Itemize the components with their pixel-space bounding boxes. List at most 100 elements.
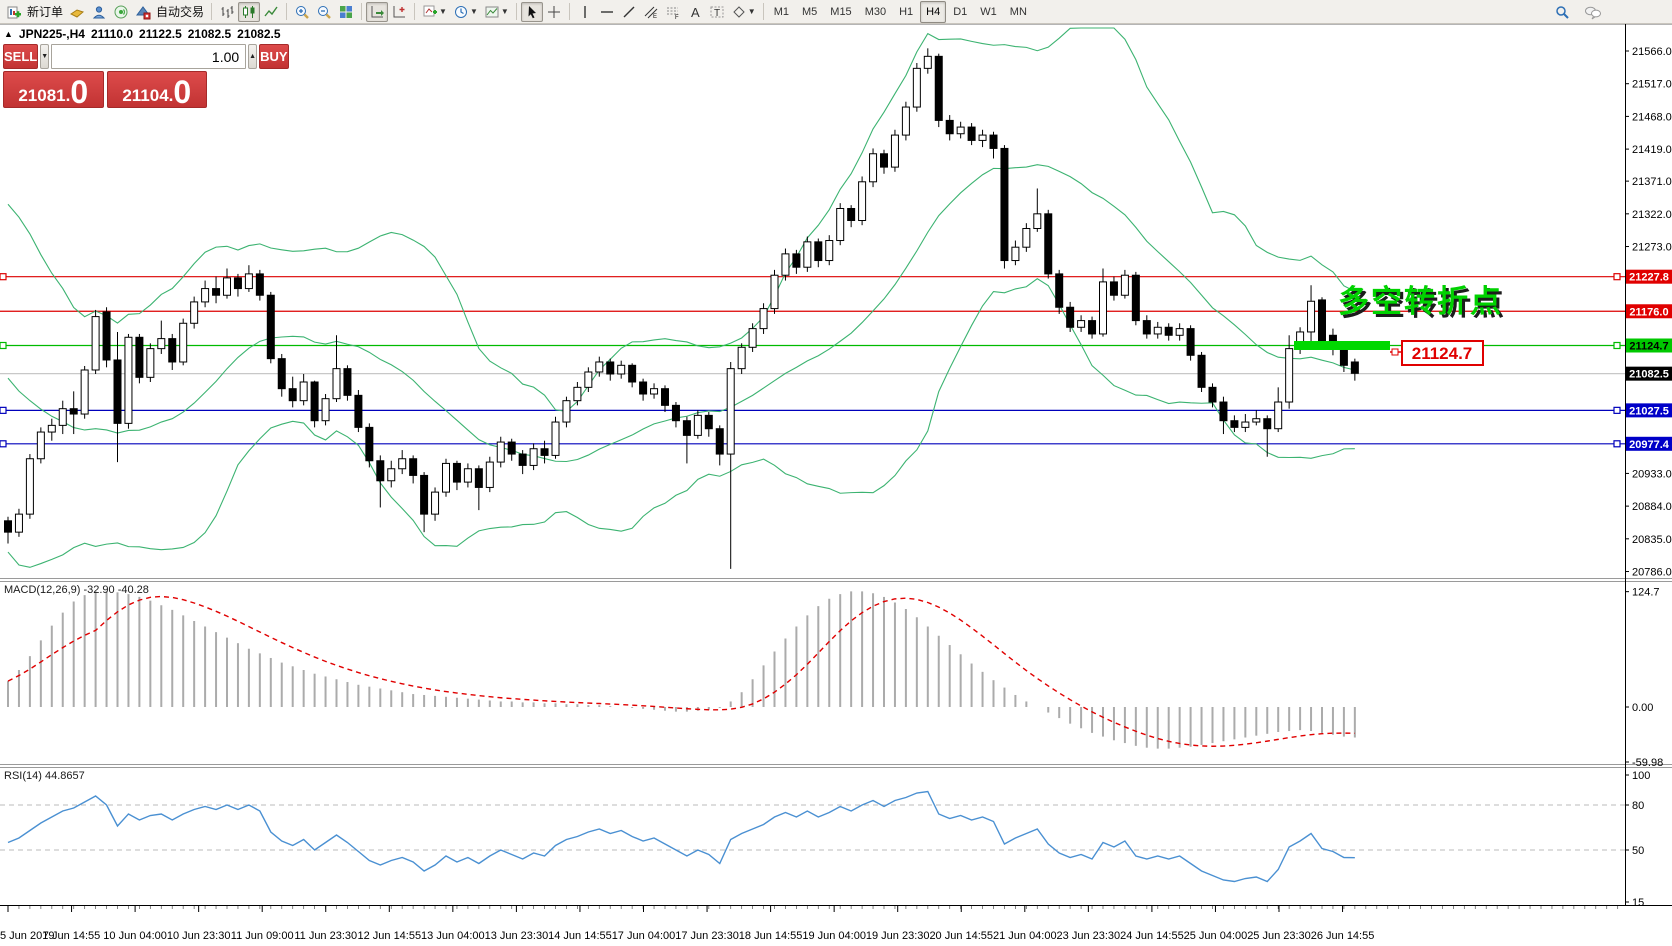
date-label: 18 Jun 14:55 (739, 930, 803, 942)
axis-tick-label: 50 (1632, 845, 1644, 857)
axis-tick-label: 21419.0 (1632, 144, 1672, 156)
auto-trading-label[interactable]: 自动交易 (156, 5, 205, 19)
equidistant-channel-button[interactable]: E (640, 2, 662, 22)
main-toolbar: 新订单 自动交易 (0, 0, 1672, 24)
axis-tick-label: 21273.0 (1632, 242, 1672, 254)
date-label: 14 Jun 14:55 (548, 930, 612, 942)
axis-tick-label: 100 (1632, 770, 1650, 782)
price-tag-box[interactable] (1401, 340, 1484, 366)
timeframe-button-H1[interactable]: H1 (899, 5, 914, 18)
timeframe-button-M15[interactable]: M15 (830, 5, 852, 18)
date-label: 25 Jun 04:00 (1184, 930, 1248, 942)
timeframe-button-MN[interactable]: MN (1009, 5, 1027, 18)
text-label-button[interactable]: T (706, 2, 728, 22)
template-icon (485, 6, 499, 17)
date-label: 10 Jun 04:00 (103, 930, 167, 942)
axis-tick-label: 20884.0 (1632, 501, 1672, 513)
price-tag-text: 21124.7 (1412, 344, 1473, 363)
timeframe-button-H4[interactable]: H4 (920, 0, 947, 23)
toolbar-separator (762, 3, 764, 20)
date-label: 17 Jun 04:00 (612, 930, 676, 942)
axis-tick-label: 21468.0 (1632, 111, 1672, 123)
buy-price-display[interactable]: 21104. 0 (106, 71, 207, 108)
toolbar-separator (414, 3, 416, 20)
zoom-in-icon (296, 5, 309, 19)
rsi-indicator-label: RSI(14) 44.8657 (4, 770, 85, 782)
volume-decrease-button[interactable]: ▼ (40, 44, 50, 69)
annotation-shadow: 多空转折点 (1341, 287, 1506, 322)
bollinger-bands (7, 27, 1356, 568)
trendline-button[interactable] (618, 2, 640, 22)
market-watch-button[interactable] (66, 2, 88, 22)
bar-chart-icon (221, 5, 234, 18)
axis-tick-label: 20786.0 (1632, 567, 1672, 579)
timeframe-button-M30[interactable]: M30 (864, 5, 887, 18)
shapes-button[interactable]: ▼ (728, 2, 759, 22)
zoom-out-button[interactable] (313, 2, 335, 22)
axis-tick-label: 15 (1632, 897, 1644, 909)
ohlc-low: 21082.5 (187, 27, 232, 41)
line-chart-icon (264, 6, 278, 16)
new-order-button[interactable] (3, 2, 25, 22)
timeframe-group: M1 M5 M15 M30 H1 H4 D1 W1 MN (768, 0, 1033, 23)
sell-button[interactable]: SELL (3, 44, 39, 69)
candle-chart-button[interactable] (238, 1, 261, 22)
vertical-line-button[interactable] (574, 2, 596, 22)
toolbar-right-group (1551, 2, 1605, 22)
zoom-in-button[interactable] (291, 2, 313, 22)
text-button[interactable]: A (684, 2, 706, 22)
indicators-button[interactable]: ▼ (419, 2, 450, 22)
auto-trading-button[interactable] (132, 2, 154, 22)
axis-tick-label: 21517.0 (1632, 79, 1672, 91)
new-order-icon (7, 6, 21, 18)
signals-button[interactable] (110, 2, 132, 22)
sell-price-display[interactable]: 21081. 0 (3, 71, 104, 108)
new-order-label[interactable]: 新订单 (27, 5, 64, 19)
crosshair-button[interactable] (543, 2, 565, 22)
search-button[interactable] (1551, 2, 1573, 22)
highlight-zone (1294, 340, 1390, 350)
rsi-panel (0, 790, 1625, 883)
date-label: 13 Jun 23:30 (485, 930, 549, 942)
auto-scroll-button[interactable] (366, 1, 389, 22)
date-label: 11 Jun 09:00 (231, 930, 294, 942)
fibonacci-button[interactable]: F (662, 2, 684, 22)
axis-tick-label: 80 (1632, 800, 1644, 812)
date-label: 5 Jun 2019 (0, 930, 54, 942)
tile-windows-button[interactable] (335, 2, 357, 22)
candle-chart-icon (243, 5, 255, 18)
line-chart-button[interactable] (260, 2, 282, 22)
profiles-button[interactable] (88, 2, 110, 22)
chevron-down-icon: ▼ (500, 6, 509, 16)
bar-chart-button[interactable] (216, 2, 238, 22)
shapes-icon (733, 5, 745, 18)
clock-icon (454, 5, 467, 18)
axis-tick-label: 21027.5 (1629, 405, 1669, 417)
horizontal-line-button[interactable] (596, 2, 618, 22)
timeframe-button-W1[interactable]: W1 (980, 5, 997, 18)
svg-text:T: T (714, 8, 720, 19)
macd-panel (7, 591, 1356, 749)
cursor-button[interactable] (520, 1, 543, 22)
chart-shift-button[interactable] (388, 2, 410, 22)
chevron-down-icon: ▼ (469, 6, 478, 16)
toolbar-separator (211, 3, 213, 20)
timeframe-button-D1[interactable]: D1 (953, 5, 968, 18)
toolbar-separator (568, 3, 570, 20)
volume-increase-button[interactable]: ▲ (248, 44, 258, 69)
volume-input[interactable] (51, 44, 247, 69)
chat-button[interactable] (1581, 2, 1605, 22)
fibonacci-icon: F (666, 7, 679, 20)
timeframe-button-M5[interactable]: M5 (802, 5, 818, 18)
timeframe-button-M1[interactable]: M1 (773, 5, 789, 18)
axis-tick-label: 20933.0 (1632, 468, 1672, 480)
templates-button[interactable]: ▼ (481, 2, 512, 22)
axis-tick-label: 21322.0 (1632, 209, 1672, 221)
buy-button[interactable]: BUY (259, 44, 289, 69)
axis-tick-label: 20835.0 (1632, 534, 1672, 546)
channel-icon: E (644, 6, 658, 20)
periods-button[interactable]: ▼ (450, 2, 481, 22)
